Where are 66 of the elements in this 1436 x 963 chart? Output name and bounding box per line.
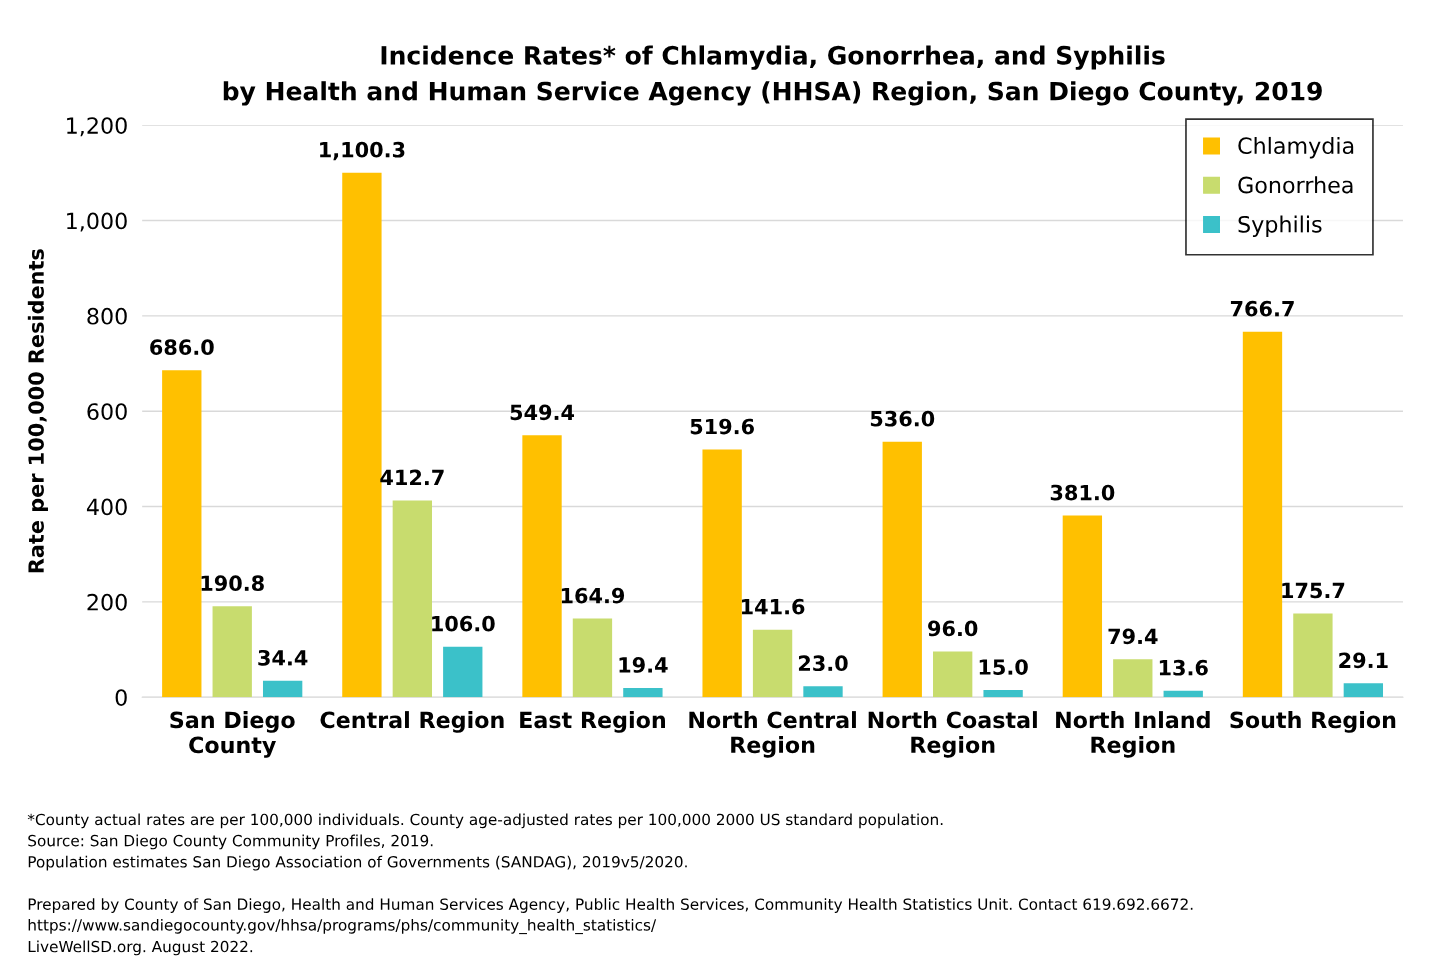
text: Population estimates San Diego Association of Governments (SANDAG), 2019v5/2020. [28, 855, 687, 871]
y-tick-label: 1,200 [67, 117, 127, 137]
data-label: 536.0 [870, 410, 935, 427]
bar [522, 435, 562, 698]
bar [882, 441, 922, 698]
x-tick-label: Central Region [320, 711, 504, 733]
data-label: 96.0 [928, 620, 978, 637]
data-label: 13.6 [1159, 659, 1208, 676]
bar [803, 686, 843, 698]
data-label: 766.7 [1230, 300, 1294, 317]
text: https://www.sandiegocounty.gov/hhsa/programs/phs/community_health_statistics/ [28, 918, 657, 935]
bar [342, 172, 382, 698]
y-tick-label: 1,000 [67, 212, 127, 232]
legend-label: Syphilis [1238, 215, 1322, 237]
y-axis-title: Rate per 100,000 Residents [27, 249, 48, 573]
data-label: 29.1 [1339, 652, 1388, 669]
data-label: 141.6 [741, 598, 805, 615]
x-tick-label: North Inland Region [1056, 711, 1210, 758]
legend-label: Gonorrhea [1238, 176, 1353, 194]
data-label: 190.8 [201, 575, 264, 592]
text: *County actual rates are per 100,000 individuals. County age-adjusted rates per 100,000 2000 US standard population. [27, 813, 943, 829]
bar [443, 646, 483, 698]
y-tick-label: 600 [87, 403, 127, 420]
bar [1163, 690, 1203, 698]
data-label: 15.0 [979, 659, 1028, 675]
y-tick-label: 800 [87, 307, 127, 325]
text: Prepared by County of San Diego, Health and Human Services Agency, Public Health Services, Community Health Statistics Unit. Contact 619.692.6672. [28, 898, 1193, 913]
bar [392, 500, 433, 698]
data-label: 79.4 [1108, 628, 1158, 645]
data-label: 549.4 [510, 404, 575, 421]
legend-label: Chlamydia [1238, 136, 1354, 159]
x-tick-label: North Central Region [689, 711, 856, 758]
chart-title: Incidence Rates* of Chlamydia, Gonorrhea, and Syphilis by Health and Human Service Agency (HHSA) Region, San Diego County, 2019 [223, 45, 1322, 106]
data-label: 106.0 [432, 615, 495, 632]
data-label: 519.6 [690, 418, 754, 435]
bar [983, 690, 1023, 698]
data-label: 23.0 [798, 655, 848, 672]
bar [212, 606, 252, 698]
x-tick-label: South Region [1230, 711, 1396, 733]
data-label: 34.4 [258, 649, 308, 666]
x-tick-label: North Coastal Region [868, 711, 1037, 758]
bar [1113, 659, 1153, 698]
x-tick-label: East Region [520, 711, 665, 733]
data-label: 381.0 [1050, 484, 1115, 501]
text: LiveWellSD.org. August 2022. [28, 940, 253, 956]
bar [1293, 613, 1333, 698]
data-label: 164.9 [561, 587, 625, 604]
bar [572, 618, 613, 698]
data-label: 686.0 [150, 339, 214, 356]
data-label: 1,100.3 [320, 141, 405, 161]
bar [1242, 331, 1283, 698]
x-tick-label: San Diego County [170, 711, 295, 758]
bar [1343, 683, 1384, 698]
source-note: Source: San Diego County Community Profiles, 2019. [28, 834, 433, 850]
bar [752, 629, 793, 698]
bar [162, 370, 202, 698]
bar [1062, 515, 1103, 698]
data-label: 19.4 [619, 657, 668, 673]
y-tick-label: 200 [87, 593, 127, 611]
y-tick-label: 400 [86, 498, 127, 516]
bar [623, 687, 663, 698]
bar [933, 651, 973, 698]
data-label: 175.7 [1282, 582, 1345, 599]
y-tick-label: 0 [115, 689, 127, 706]
bar [702, 449, 742, 698]
bar [262, 680, 303, 698]
